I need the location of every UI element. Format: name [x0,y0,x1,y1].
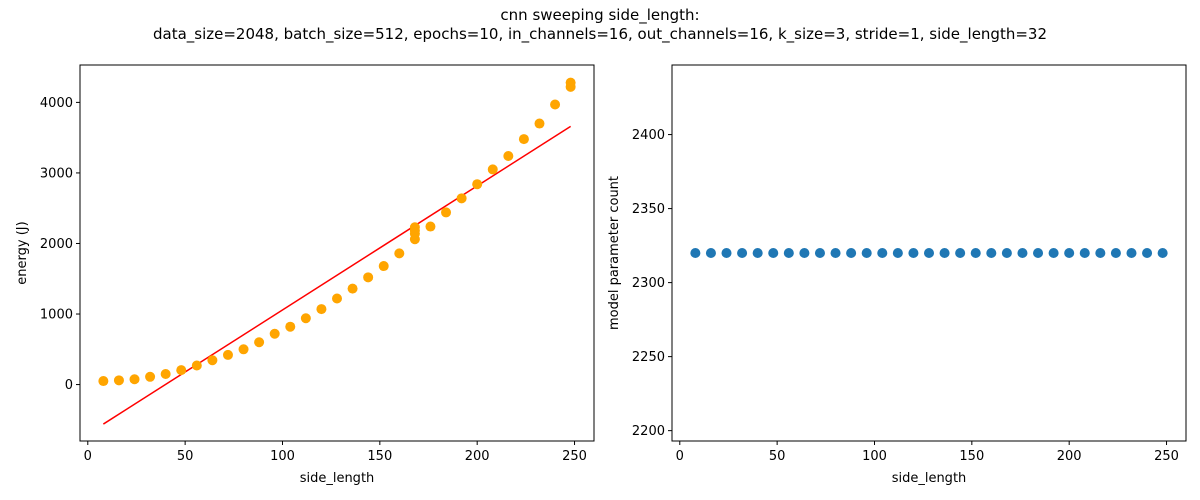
data-point [363,272,374,283]
x-tick-label: 250 [1154,449,1179,464]
data-point [1048,248,1059,258]
data-point [129,374,140,385]
data-point [986,248,997,258]
x-tick-label: 250 [562,449,587,464]
x-tick-label: 150 [367,449,392,464]
data-point [550,99,561,110]
x-tick-label: 100 [270,449,295,464]
data-point [752,248,763,258]
x-tick-label: 50 [769,449,786,464]
data-point [207,355,218,366]
data-point [222,349,233,360]
y-tick-label: 2200 [632,424,665,439]
data-point [1142,248,1153,258]
y-axis-label: energy (J) [15,221,30,284]
data-point [892,248,903,258]
data-point [908,248,919,258]
data-point [238,344,249,355]
y-tick-label: 2400 [632,128,665,143]
data-point [1017,248,1028,258]
x-tick-label: 150 [959,449,984,464]
plot-frame [671,64,1187,442]
x-tick-label: 200 [465,449,490,464]
data-point [1079,248,1090,258]
chart-1: 0 50 100 150 200 250 0 1000 2000 3000 4000 side_len… [15,64,595,486]
data-point [191,360,202,371]
data-point [1001,248,1012,258]
y-tick-label: 3000 [40,166,73,181]
data-point [487,164,498,175]
x-tick-label: 200 [1057,449,1082,464]
chart-2: 0 50 100 150 200 250 2200 2250 2300 2350 2400 side_… [607,64,1187,486]
data-point [472,179,483,190]
data-point [799,248,810,258]
data-point [705,248,716,258]
data-point [924,248,934,258]
data-point [1064,248,1075,258]
figure-title-line2: data_size=2048, batch_size=512, epochs=1… [152,25,1048,43]
data-point [1095,248,1106,258]
data-point [441,207,452,218]
data-point [347,283,358,294]
y-tick-label: 2300 [632,276,665,291]
data-point [830,248,841,258]
y-tick-label: 0 [65,378,73,393]
data-point [518,134,529,145]
y-tick-label: 2250 [632,350,665,365]
data-point [300,313,311,324]
data-point [425,221,436,232]
data-point [1157,248,1168,258]
data-point [98,376,109,387]
data-point [565,77,576,88]
data-point [1126,248,1137,258]
fit-line [102,125,572,425]
data-point [721,248,732,258]
x-axis-label: side_length [892,471,967,486]
data-point [503,151,514,162]
data-point [768,248,779,258]
y-tick-label: 1000 [40,308,73,323]
data-point [970,248,981,258]
data-point [1033,248,1044,258]
x-axis-label: side_length [300,471,375,486]
data-point [456,193,467,204]
y-tick-label: 2000 [40,237,73,252]
x-tick-label: 0 [676,449,684,464]
data-point [394,248,405,259]
data-point [877,248,888,258]
data-point [534,118,545,129]
data-point [113,375,124,386]
y-tick-label: 4000 [40,96,73,111]
data-point [846,248,857,258]
data-point [316,304,327,315]
data-point [690,248,701,258]
data-point [254,337,265,348]
data-point [814,248,825,258]
y-tick-label: 2350 [632,202,665,217]
data-point [939,248,950,258]
data-point [409,222,420,233]
x-tick-label: 0 [84,449,92,464]
data-point [378,261,389,272]
x-tick-label: 100 [862,449,887,464]
data-point [160,368,171,379]
data-point [269,328,280,339]
data-point [955,248,966,258]
x-tick-label: 50 [177,449,194,464]
data-point [737,248,748,258]
figure-title-line1: cnn sweeping side_length: [500,6,700,24]
data-point [861,248,872,258]
plot-frame [79,64,595,442]
y-axis-label: model parameter count [607,176,622,330]
data-point [176,365,187,376]
data-point [332,293,342,304]
data-point [783,248,794,258]
data-point [145,371,156,382]
data-point [285,321,296,332]
data-point [1110,248,1121,258]
